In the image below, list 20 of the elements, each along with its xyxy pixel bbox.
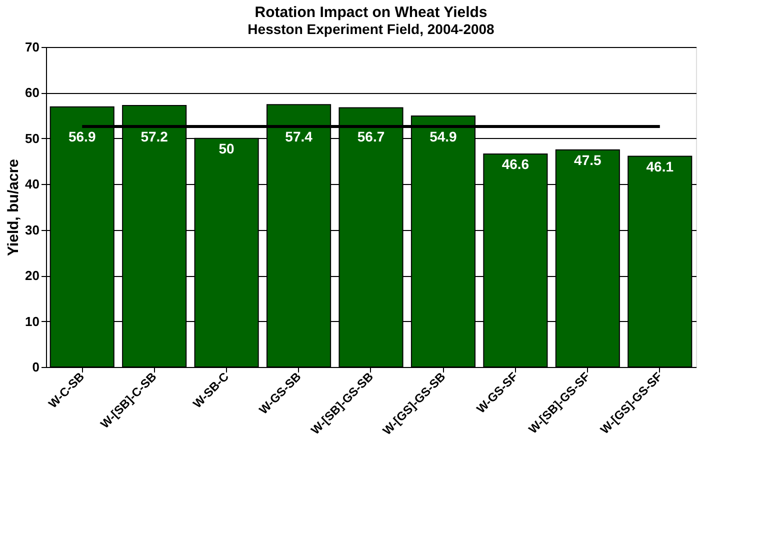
data-label: 54.9 xyxy=(430,128,458,145)
data-label: 56.7 xyxy=(357,128,385,145)
y-tick-label: 20 xyxy=(25,268,40,284)
data-label: 46.6 xyxy=(502,156,530,172)
data-label: 50 xyxy=(218,140,235,156)
y-tick-label: 10 xyxy=(25,314,40,329)
y-tick-label: 40 xyxy=(25,176,40,192)
y-tick-label: 30 xyxy=(25,222,40,238)
data-label: 57.2 xyxy=(140,128,168,145)
chart-subtitle: Hesston Experiment Field, 2004-2008 xyxy=(248,21,495,37)
data-label: 56.9 xyxy=(68,128,96,145)
chart-title: Rotation Impact on Wheat Yields xyxy=(254,4,488,21)
y-tick-label: 0 xyxy=(32,360,40,374)
y-tick-label: 50 xyxy=(25,130,40,146)
y-axis-title: Yield, bu/acre xyxy=(5,159,22,256)
data-label: 57.4 xyxy=(285,128,313,145)
y-tick-label: 60 xyxy=(25,85,40,100)
data-label: 46.1 xyxy=(646,158,674,174)
y-tick-label: 70 xyxy=(25,40,40,54)
data-label: 47.5 xyxy=(574,152,602,168)
